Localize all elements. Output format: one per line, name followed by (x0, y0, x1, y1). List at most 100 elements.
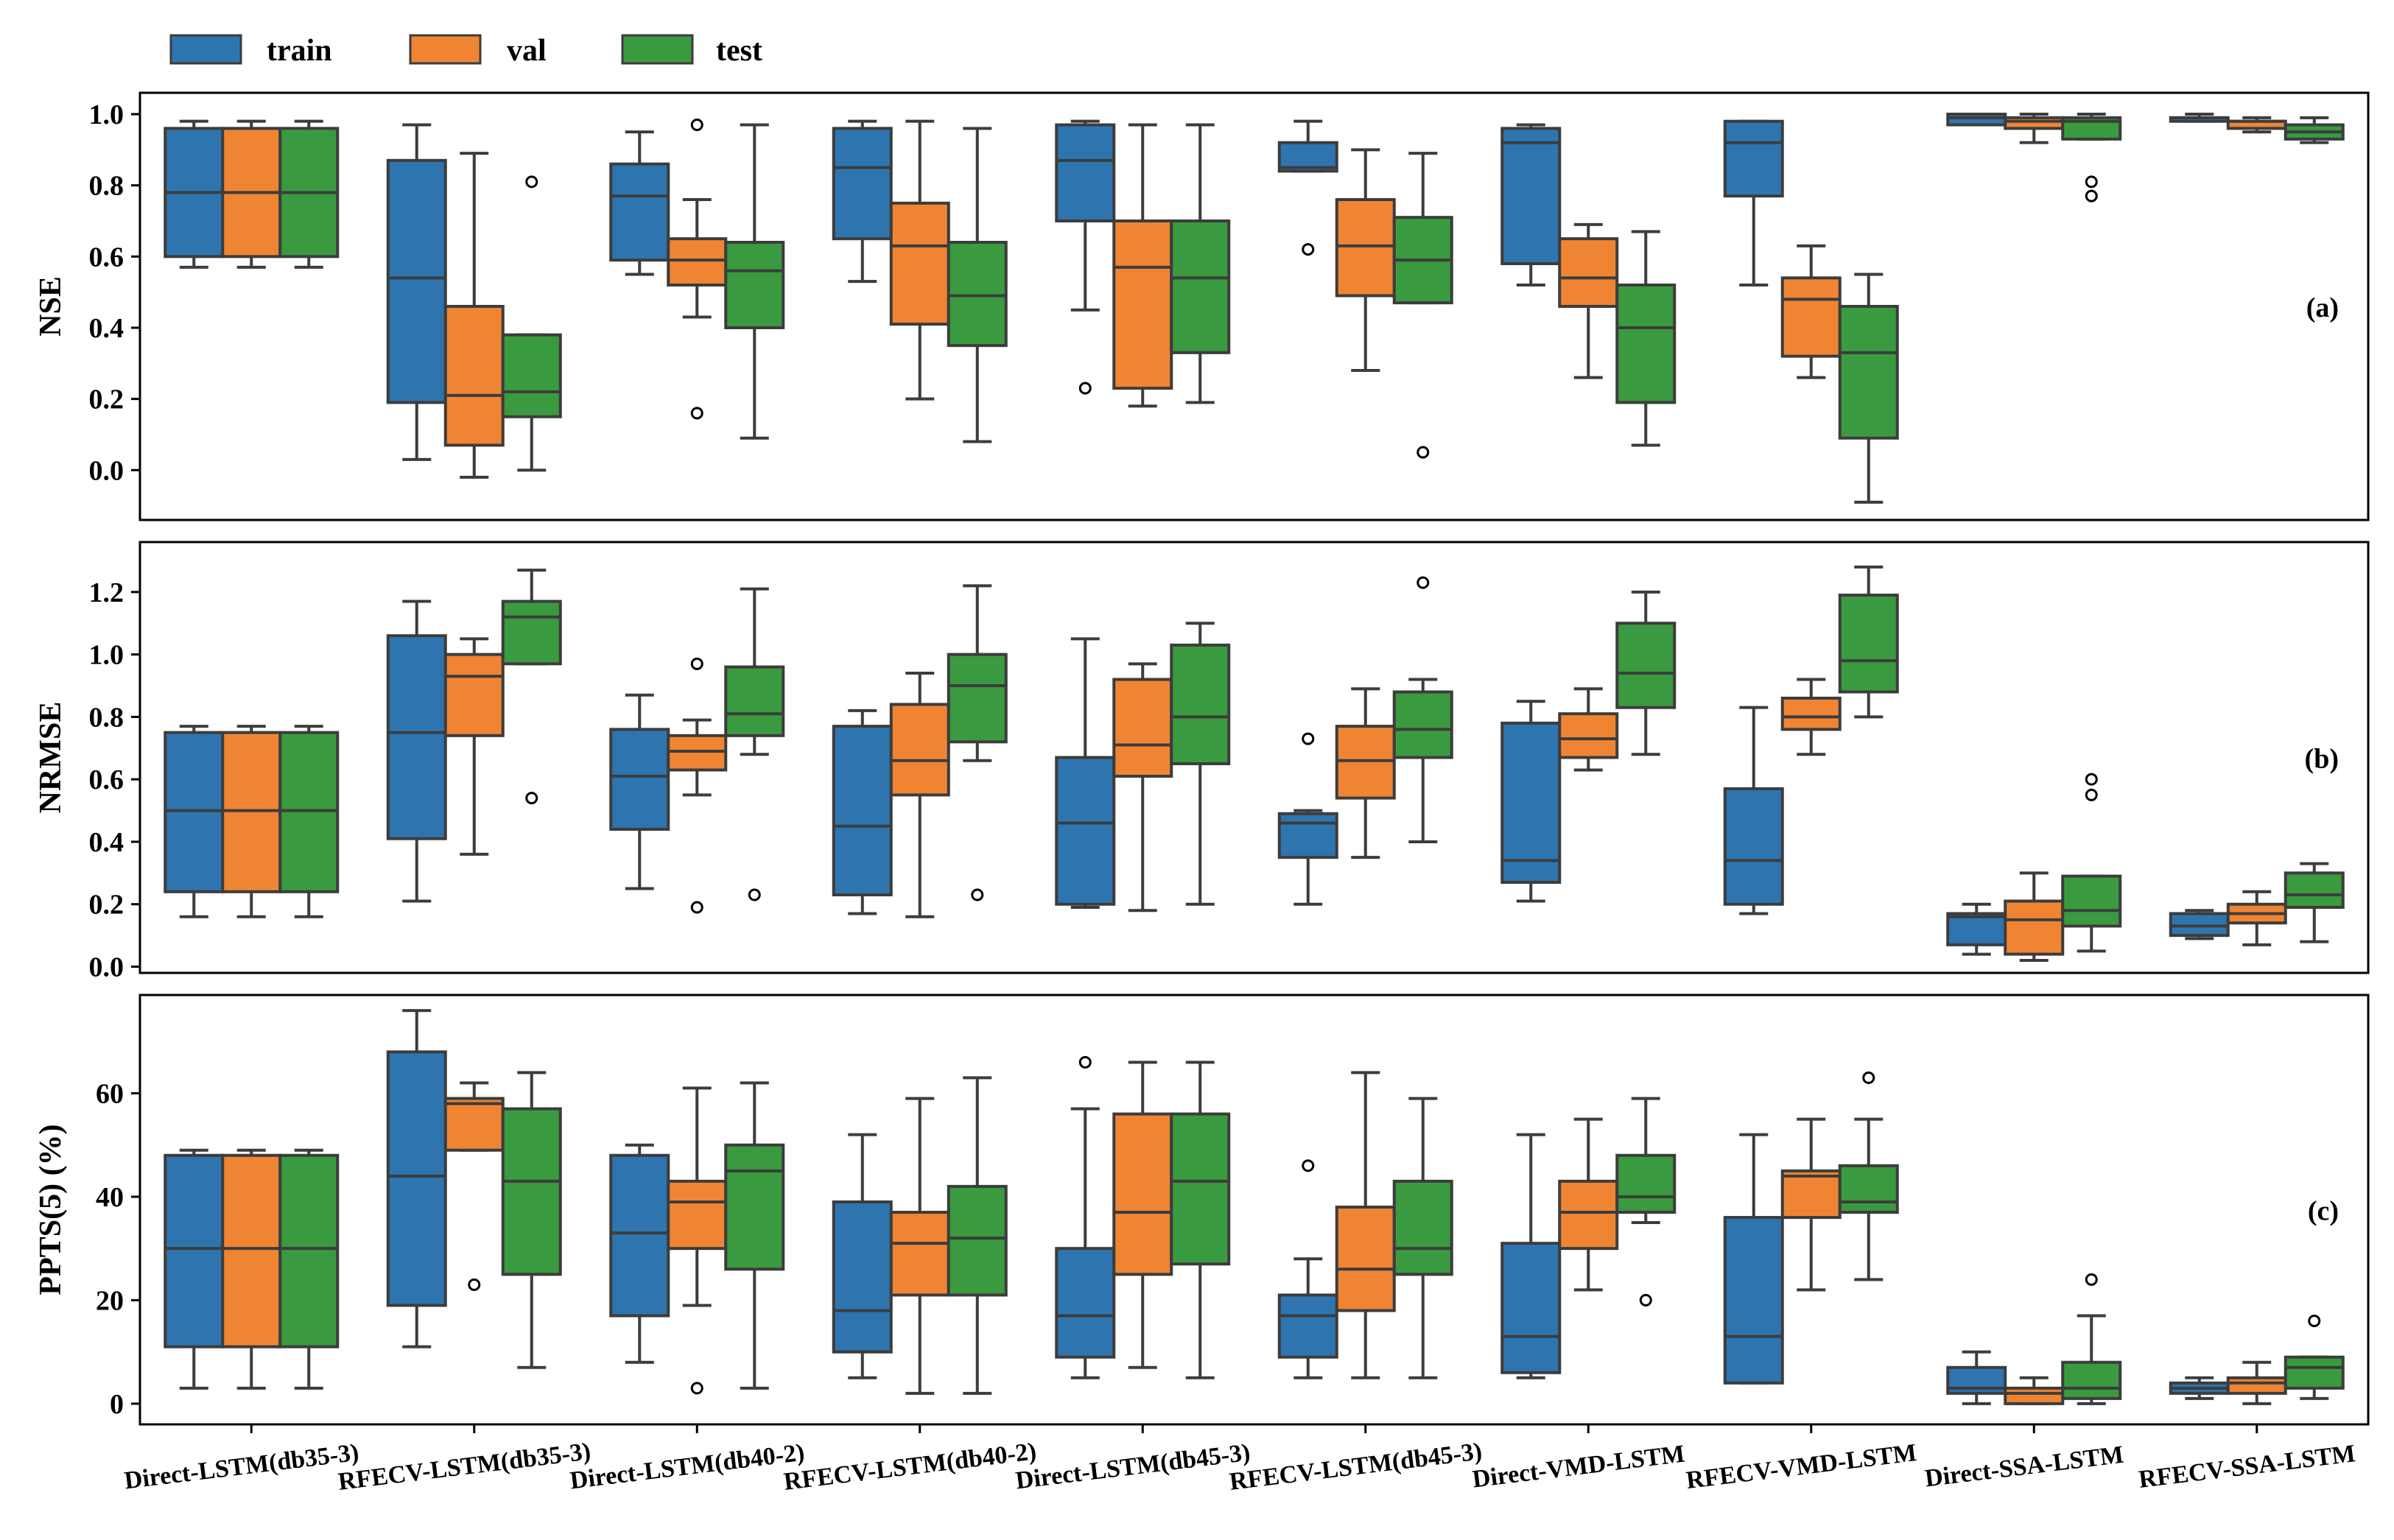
outlier-point (2085, 788, 2098, 801)
x-tick-label: Direct-VMD-LSTM (1471, 1441, 1687, 1494)
box-train-5 (1055, 1055, 1116, 1379)
x-axis-labels: Direct-LSTM(db35-3)RFECV-LSTM(db35-3)Dir… (123, 1438, 2357, 1496)
box-body (609, 728, 670, 831)
y-tick-label: 1.0 (89, 640, 124, 671)
box-body (2169, 912, 2230, 938)
box-val-6 (1335, 1071, 1396, 1379)
box-test-2 (501, 569, 562, 805)
box-train-8 (1723, 1133, 1784, 1385)
box-body (1838, 594, 1899, 694)
box-train-3 (609, 1143, 670, 1364)
box-body (1277, 812, 1338, 859)
box-body (1946, 113, 2007, 127)
box-test-7 (1615, 230, 1677, 447)
box-body (2061, 1360, 2122, 1400)
box-val-7 (1558, 222, 1619, 379)
legend-swatch-test (621, 34, 694, 65)
box-test-6 (1392, 576, 1453, 843)
panel-a: 0.0 0.2 0.4 0.6 0.8 1.0 NSE (a) (34, 91, 2370, 521)
box-body (1780, 276, 1842, 358)
outlier-point (1078, 382, 1092, 395)
box-train-3 (609, 693, 670, 890)
box-val-10 (2226, 890, 2287, 946)
box-body (832, 725, 893, 897)
box-body (1335, 725, 1396, 800)
box-body (1780, 696, 1842, 731)
box-train-9 (1946, 1350, 2007, 1405)
box-val-8 (1780, 678, 1842, 756)
box-body (2226, 1376, 2287, 1395)
x-tick-label: RFECV-LSTM(db40-2) (782, 1438, 1038, 1496)
box-test-10 (2284, 1315, 2345, 1400)
y-tick-label: 0 (110, 1389, 124, 1420)
box-body (1170, 1112, 1231, 1266)
y-tick-label: 0.4 (89, 313, 124, 344)
box-body (832, 127, 893, 241)
box-test-4 (947, 584, 1008, 901)
box-val-2 (443, 152, 505, 479)
outlier-point (1417, 446, 1430, 459)
box-body (1558, 237, 1619, 308)
box-body (1055, 756, 1116, 906)
outlier-point (748, 888, 761, 901)
panel-label: (c) (2308, 1196, 2339, 1227)
box-body (2004, 1386, 2065, 1405)
box-train-2 (386, 1009, 447, 1349)
box-body (164, 1153, 225, 1349)
box-test-2 (501, 175, 562, 472)
box-body (1838, 305, 1899, 440)
box-body (1112, 219, 1173, 390)
outlier-point (690, 901, 703, 914)
box-body (609, 1153, 670, 1318)
box-test-3 (724, 123, 785, 440)
box-test-9 (2061, 113, 2122, 203)
box-test-8 (1838, 565, 1899, 719)
box-body (386, 158, 447, 404)
box-body (889, 201, 950, 326)
outlier-point (1639, 1293, 1652, 1307)
legend-label-train: train (267, 34, 332, 68)
box-test-7 (1615, 1097, 1677, 1307)
box-body (2004, 116, 2065, 130)
box-val-10 (2226, 1360, 2287, 1405)
box-body (1723, 119, 1784, 198)
box-test-10 (2284, 862, 2345, 943)
box-body (501, 1107, 562, 1276)
box-body (1615, 1153, 1677, 1214)
box-val-1 (221, 1148, 282, 1390)
outlier-point (2085, 1273, 2098, 1286)
outlier-point (1302, 243, 1315, 256)
box-body (1500, 127, 1562, 265)
panel-b: 0.0 0.2 0.4 0.6 0.8 1.0 1.2 NRMSE (b) (34, 541, 2370, 983)
box-val-8 (1780, 244, 1842, 379)
box-body (221, 1153, 282, 1349)
box-body (1335, 1205, 1396, 1312)
x-tick-label: RFECV-SSA-LSTM (2137, 1440, 2356, 1494)
y-axis-label: NSE (34, 276, 68, 337)
box-train-3 (609, 130, 670, 276)
y-tick-label: 0.8 (89, 702, 124, 733)
box-body (947, 653, 1008, 744)
box-val-3 (667, 657, 728, 914)
box-body (221, 731, 282, 893)
box-body (947, 1184, 1008, 1297)
box-body (2284, 1355, 2345, 1390)
box-train-2 (386, 600, 447, 903)
y-tick-label: 40 (96, 1182, 124, 1213)
box-body (1946, 912, 2007, 946)
box-train-5 (1055, 637, 1116, 909)
box-body (1112, 1112, 1173, 1276)
box-val-9 (2004, 1376, 2065, 1405)
box-val-9 (2004, 871, 2065, 963)
x-tick-label: RFECV-VMD-LSTM (1685, 1439, 1918, 1494)
outlier-point (525, 792, 538, 805)
box-val-1 (221, 119, 282, 269)
box-val-5 (1112, 123, 1173, 408)
outlier-point (971, 888, 984, 901)
box-body (1392, 1179, 1453, 1276)
box-train-2 (386, 123, 447, 461)
box-body (1558, 712, 1619, 759)
box-val-1 (221, 725, 282, 918)
box-body (1392, 690, 1453, 759)
box-val-4 (889, 119, 950, 401)
